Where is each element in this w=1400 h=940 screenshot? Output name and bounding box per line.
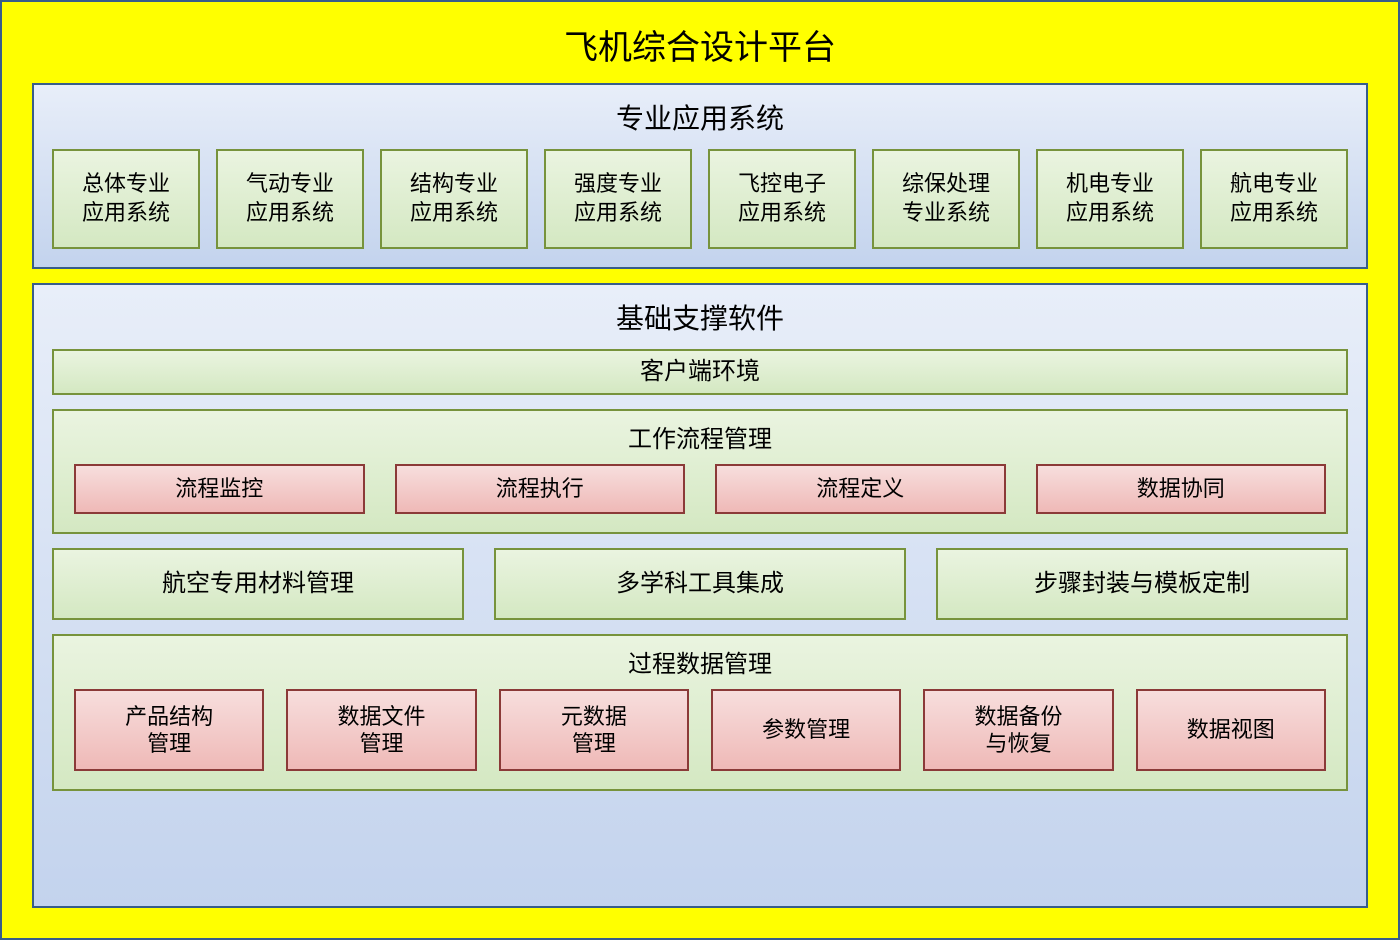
mid-box: 航空专用材料管理 [52,548,464,620]
workflow-item: 流程监控 [74,464,365,514]
workflow-title: 工作流程管理 [74,417,1326,464]
client-env-box: 客户端环境 [52,349,1348,395]
app-box: 强度专业应用系统 [544,149,692,249]
workflow-item: 流程执行 [395,464,686,514]
app-box: 结构专业应用系统 [380,149,528,249]
process-data-item: 产品结构管理 [74,689,264,771]
app-box: 综保处理专业系统 [872,149,1020,249]
process-data-row: 产品结构管理 数据文件管理 元数据管理 参数管理 数据备份与恢复 数据视图 [74,689,1326,771]
process-data-item: 数据视图 [1136,689,1326,771]
process-data-item: 元数据管理 [499,689,689,771]
workflow-item: 数据协同 [1036,464,1327,514]
panel-base: 基础支撑软件 客户端环境 工作流程管理 流程监控 流程执行 流程定义 数据协同 … [32,283,1368,908]
applications-row: 总体专业应用系统 气动专业应用系统 结构专业应用系统 强度专业应用系统 飞控电子… [52,149,1348,249]
process-data-item: 数据文件管理 [286,689,476,771]
app-box: 飞控电子应用系统 [708,149,856,249]
panel-applications-title: 专业应用系统 [52,93,1348,149]
workflow-item: 流程定义 [715,464,1006,514]
process-data-container: 过程数据管理 产品结构管理 数据文件管理 元数据管理 参数管理 数据备份与恢复 … [52,634,1348,791]
app-box: 总体专业应用系统 [52,149,200,249]
panel-applications: 专业应用系统 总体专业应用系统 气动专业应用系统 结构专业应用系统 强度专业应用… [32,83,1368,269]
main-title: 飞机综合设计平台 [32,12,1368,83]
mid-row: 航空专用材料管理 多学科工具集成 步骤封装与模板定制 [52,548,1348,620]
mid-box: 多学科工具集成 [494,548,906,620]
workflow-container: 工作流程管理 流程监控 流程执行 流程定义 数据协同 [52,409,1348,534]
panel-base-title: 基础支撑软件 [52,293,1348,349]
app-box: 气动专业应用系统 [216,149,364,249]
process-data-item: 参数管理 [711,689,901,771]
process-data-item: 数据备份与恢复 [923,689,1113,771]
app-box: 航电专业应用系统 [1200,149,1348,249]
platform-outer: 飞机综合设计平台 专业应用系统 总体专业应用系统 气动专业应用系统 结构专业应用… [0,0,1400,940]
process-data-title: 过程数据管理 [74,642,1326,689]
workflow-row: 流程监控 流程执行 流程定义 数据协同 [74,464,1326,514]
mid-box: 步骤封装与模板定制 [936,548,1348,620]
app-box: 机电专业应用系统 [1036,149,1184,249]
